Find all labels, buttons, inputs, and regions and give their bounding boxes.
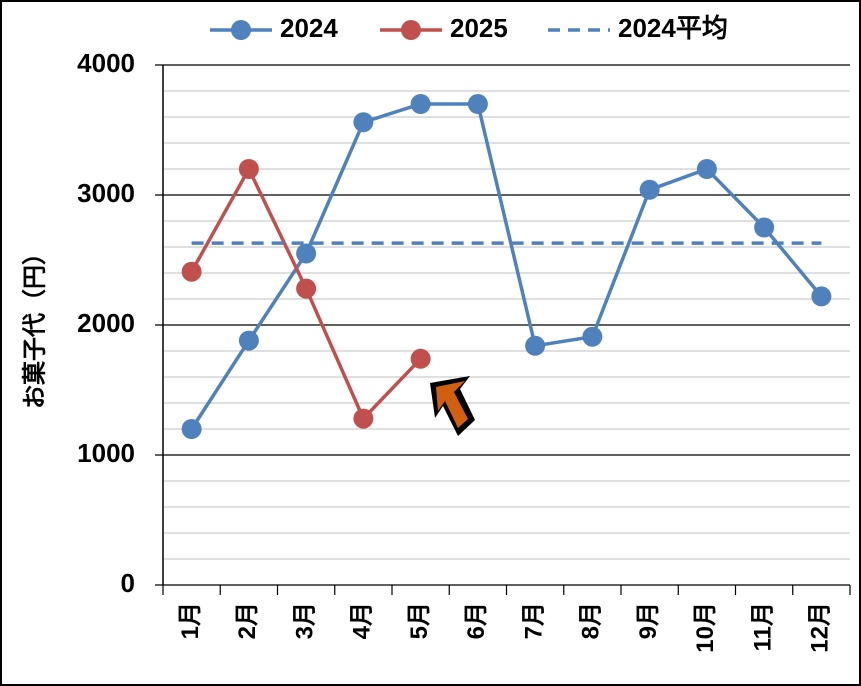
legend-marker	[401, 20, 421, 40]
data-point	[410, 94, 431, 114]
plot-area: 0 1000 2000 3000 4000 1月 2月 3月 4月 5月 6月 7月 8月 9月 10月 11…	[77, 13, 851, 653]
x-tick-label: 1月	[177, 602, 204, 639]
data-point	[525, 335, 546, 356]
data-point	[696, 159, 717, 179]
x-tick-label: 7月	[520, 602, 547, 639]
data-point	[238, 330, 259, 351]
data-point	[181, 261, 202, 282]
x-tick-label: 9月	[635, 602, 662, 639]
data-point	[754, 217, 775, 238]
y-axis-label: お菓子代（円）	[21, 241, 48, 409]
x-tick-label: 11月	[749, 602, 776, 651]
data-point	[181, 419, 202, 439]
legend-label: 2025	[450, 13, 508, 43]
data-point	[467, 94, 488, 114]
x-tick-label: 10月	[692, 602, 719, 653]
data-point	[296, 278, 317, 299]
data-point	[353, 408, 374, 429]
y-tick-label: 2000	[77, 308, 135, 338]
data-point	[639, 179, 660, 200]
data-point	[410, 348, 431, 369]
x-tick-label: 8月	[578, 602, 605, 639]
y-tick-label: 1000	[77, 438, 135, 468]
data-point	[582, 326, 603, 347]
legend-label: 2024	[280, 13, 338, 43]
x-tick-label: 2月	[234, 602, 261, 639]
data-point	[238, 159, 259, 179]
y-tick-label: 0	[121, 568, 135, 598]
legend-marker	[231, 20, 251, 40]
arrow-annotation	[436, 381, 468, 428]
data-point	[296, 243, 317, 264]
x-tick-label: 6月	[463, 602, 490, 639]
x-tick-label: 12月	[807, 602, 834, 653]
y-tick-label: 3000	[77, 178, 135, 208]
y-tick-label: 4000	[77, 48, 135, 78]
data-point	[811, 286, 832, 307]
x-tick-label: 4月	[349, 602, 376, 639]
legend-label: 2024平均	[618, 13, 728, 43]
data-point	[353, 112, 374, 133]
x-tick-label: 3月	[291, 602, 318, 639]
x-tick-label: 5月	[406, 602, 433, 639]
